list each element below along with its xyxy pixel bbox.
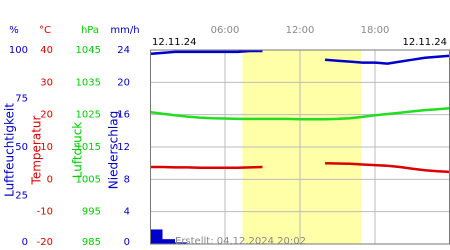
y-tick-label: 0 <box>124 237 130 248</box>
x-tick-label: 18:00 <box>361 25 390 36</box>
y-tick-label: -20 <box>37 237 53 248</box>
x-tick-label: 06:00 <box>211 25 240 36</box>
precip-bar <box>162 239 175 244</box>
y-tick-label: 50 <box>15 142 28 153</box>
series-line <box>150 161 450 174</box>
y-tick-label: 1005 <box>76 174 101 185</box>
y-tick-label: 0 <box>22 237 28 248</box>
precip-bar <box>175 242 188 244</box>
y-tick-label: 12 <box>117 142 130 153</box>
y-tick-label: 1045 <box>76 45 101 56</box>
y-tick-label: 1015 <box>76 142 101 153</box>
y-tick-label: 24 <box>117 45 130 56</box>
y-tick-label: 1025 <box>76 110 101 121</box>
axis-title: Luftdruck <box>71 122 85 179</box>
start-date: 12.11.24 <box>152 37 197 48</box>
series-line <box>149 106 450 121</box>
y-tick-label: 995 <box>82 207 101 218</box>
axis-title: Luftfeuchtigkeit <box>3 103 17 197</box>
y-tick-label: 30 <box>40 77 53 88</box>
precip-bar <box>150 229 163 244</box>
y-tick-label: 16 <box>117 110 130 121</box>
y-tick-label: 8 <box>124 174 130 185</box>
y-tick-label: 1035 <box>76 77 101 88</box>
y-tick-label: 100 <box>9 45 28 56</box>
y-tick-label: 20 <box>40 110 53 121</box>
footer: Erstellt: 04.12.2024 20:02 <box>175 236 306 247</box>
axis-title: Niederschlag <box>107 111 121 189</box>
x-tick-label: 12:00 <box>286 25 315 36</box>
axis-unit: mm/h <box>110 25 139 36</box>
y-tick-label: 25 <box>15 191 28 202</box>
series-line <box>149 49 450 65</box>
axis-unit: % <box>9 25 19 36</box>
plot-layer: 06:00 12:00 18:00%0255075100Luftfeuchtigke… <box>3 25 450 248</box>
y-tick-label: 20 <box>117 77 130 88</box>
y-tick-label: 985 <box>82 237 101 248</box>
end-date: 12.11.24 <box>402 37 447 48</box>
y-tick-label: 40 <box>40 45 53 56</box>
y-tick-label: 75 <box>15 94 28 105</box>
axis-title: Temperatur <box>30 115 44 185</box>
axis-unit: hPa <box>81 25 99 36</box>
y-tick-label: -10 <box>37 207 53 218</box>
y-tick-label: 0 <box>47 174 53 185</box>
axis-unit: °C <box>39 25 51 36</box>
y-tick-label: 4 <box>124 207 130 218</box>
y-tick-label: 10 <box>40 142 53 153</box>
